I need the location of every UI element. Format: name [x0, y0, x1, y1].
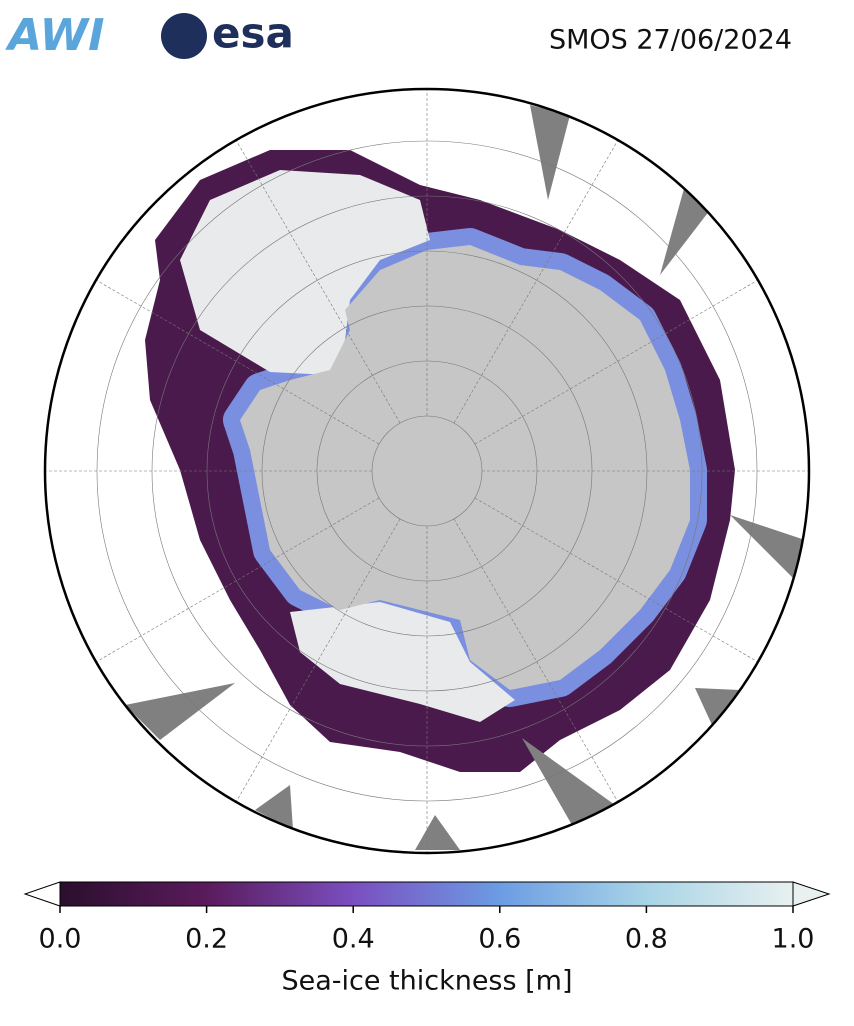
colorbar-tick-label: 1.0 — [772, 924, 815, 955]
graticule — [45, 89, 809, 853]
colorbar-label: Sea-ice thickness [m] — [281, 966, 572, 997]
sea-ice-ross — [290, 602, 515, 722]
colorbar — [59, 881, 794, 907]
sea-ice-weddell — [180, 170, 430, 375]
land-mask-wedges — [125, 105, 805, 850]
colorbar-tick-label: 0.6 — [478, 924, 521, 955]
colorbar-group — [23, 881, 831, 913]
antarctica — [240, 245, 690, 690]
awi-logo: AWI — [5, 10, 105, 61]
title: SMOS 27/06/2024 — [549, 25, 792, 56]
colorbar-tick-label: 0.4 — [332, 924, 375, 955]
esa-emblem — [161, 13, 207, 59]
map — [45, 89, 809, 853]
colorbar-extend-high — [792, 881, 831, 907]
colorbar-tick-label: 0.2 — [185, 924, 228, 955]
colorbar-extend-low — [23, 881, 61, 907]
colorbar-tick-label: 0.0 — [39, 924, 82, 955]
esa-logo: esa — [212, 9, 294, 58]
colorbar-tick-label: 0.8 — [625, 924, 668, 955]
map-frame — [43, 87, 811, 855]
